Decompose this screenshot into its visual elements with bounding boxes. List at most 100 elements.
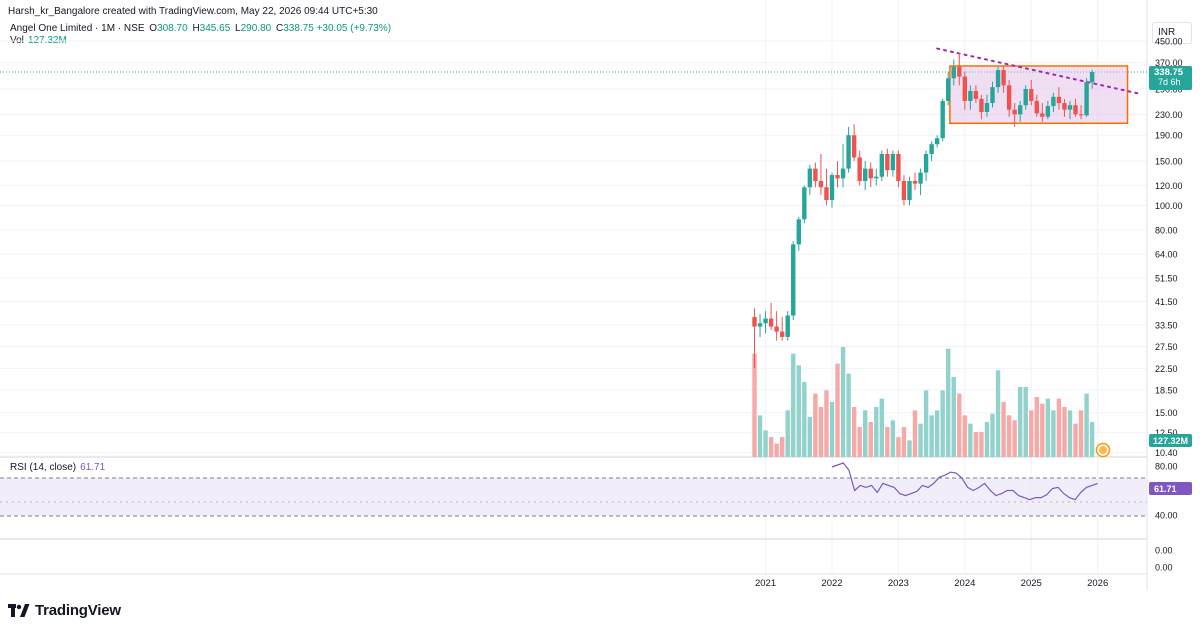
volume-bar: [863, 410, 868, 457]
volume-bar: [835, 363, 840, 457]
candle: [857, 150, 862, 186]
close-value: 338.75: [283, 23, 314, 34]
candle: [768, 302, 774, 330]
rsi-band-fill: [0, 478, 1147, 516]
open-value: 308.70: [157, 23, 188, 34]
volume-bar: [979, 432, 984, 457]
countdown-text: 7d 6h: [1158, 77, 1181, 87]
candle: [807, 164, 813, 195]
volume-bar: [1012, 420, 1017, 457]
volume-badge-text: 127.32M: [1153, 436, 1188, 446]
volume-bar: [995, 370, 1001, 457]
candle: [829, 172, 835, 208]
volume-bar: [1089, 422, 1095, 457]
candle: [1062, 98, 1067, 117]
volume-bar: [763, 430, 768, 457]
candle: [1056, 87, 1062, 110]
price-tick-label: 22.50: [1155, 364, 1178, 374]
time-tick-label: 2024: [954, 578, 975, 589]
candle: [851, 124, 857, 162]
candle: [1001, 65, 1006, 93]
candle: [901, 175, 907, 206]
volume-bar: [802, 382, 807, 457]
candle: [896, 150, 901, 188]
candle: [885, 148, 890, 177]
volume-bar: [851, 407, 857, 457]
volume-bar: [1067, 410, 1073, 457]
candle: [1045, 100, 1051, 120]
price-tick-label: 230.00: [1155, 110, 1183, 120]
time-tick-label: 2022: [821, 578, 842, 589]
candle: [813, 162, 818, 188]
trend-line-drawing[interactable]: [936, 47, 1141, 95]
candle: [818, 154, 824, 195]
rsi-value: 61.71: [80, 462, 106, 473]
candle: [929, 141, 934, 162]
last-price-text: 338.75: [1154, 67, 1184, 78]
high-label: H: [192, 23, 200, 34]
volume-bar: [1017, 387, 1023, 457]
candle: [1051, 92, 1056, 112]
candle: [1089, 69, 1095, 89]
volume-badge: 127.32M: [1149, 434, 1192, 447]
rsi-axis-ticks: 80.00 40.00 0.00 0.00: [1155, 462, 1178, 573]
volume-bar: [912, 410, 918, 457]
candle: [785, 311, 790, 341]
volume-bar: [940, 390, 945, 457]
rsi-tick-label: 0.00: [1155, 563, 1173, 573]
candle: [946, 71, 951, 106]
dividend-marker-icon[interactable]: [1095, 442, 1111, 458]
price-tick-label: 27.50: [1155, 342, 1178, 352]
volume-bar: [962, 415, 968, 457]
volume-bar: [779, 437, 785, 457]
price-tick-label: 10.40: [1155, 448, 1178, 458]
candle: [846, 126, 851, 173]
candle: [752, 308, 757, 369]
candle: [940, 98, 945, 142]
candle: [863, 161, 868, 191]
volume-bar: [907, 440, 912, 457]
volume-bar: [857, 427, 862, 457]
close-label: C: [275, 23, 284, 34]
currency-button[interactable]: INR: [1152, 22, 1192, 44]
rsi-tick-label: 0.00: [1155, 546, 1173, 556]
candle: [951, 59, 956, 86]
time-tick-label: 2025: [1021, 578, 1042, 589]
candle: [1084, 78, 1089, 117]
candle: [1067, 100, 1073, 120]
price-tick-label: 190.00: [1155, 131, 1183, 141]
candle: [796, 216, 801, 251]
volume-bar: [813, 393, 818, 457]
price-tick-label: 64.00: [1155, 250, 1178, 260]
candle: [973, 85, 979, 104]
open-label: O: [149, 23, 158, 34]
volume-bar: [1023, 387, 1028, 457]
volume-bar: [990, 413, 995, 457]
volume-bar: [818, 407, 824, 457]
volume-bar: [1006, 415, 1012, 457]
volume-bar: [791, 353, 796, 457]
candle: [1040, 103, 1045, 122]
creator-attribution: Harsh_kr_Bangalore created with TradingV…: [8, 6, 378, 17]
volume-bar: [1001, 402, 1006, 457]
rsi-legend: RSI (14, close) 61.71: [10, 462, 105, 473]
volume-bar: [923, 390, 929, 457]
candle: [990, 81, 995, 108]
volume-bar: [1034, 397, 1039, 457]
price-tick-label: 80.00: [1155, 225, 1178, 235]
volume-bar: [901, 427, 907, 457]
volume-bar: [785, 410, 790, 457]
candle: [802, 185, 807, 224]
volume-bar: [1056, 398, 1062, 457]
candle: [779, 317, 785, 341]
candles: [752, 52, 1095, 369]
candle: [835, 161, 840, 188]
volume-bar: [1045, 398, 1051, 457]
volume-bar: [1084, 393, 1089, 457]
tradingview-logo[interactable]: TradingView: [8, 602, 121, 619]
time-tick-label: 2026: [1087, 578, 1108, 589]
symbol-legend: Angel One Limited · 1M · NSE O308.70 H34…: [10, 23, 391, 34]
candle: [918, 168, 923, 195]
low-value: 290.80: [240, 23, 272, 34]
